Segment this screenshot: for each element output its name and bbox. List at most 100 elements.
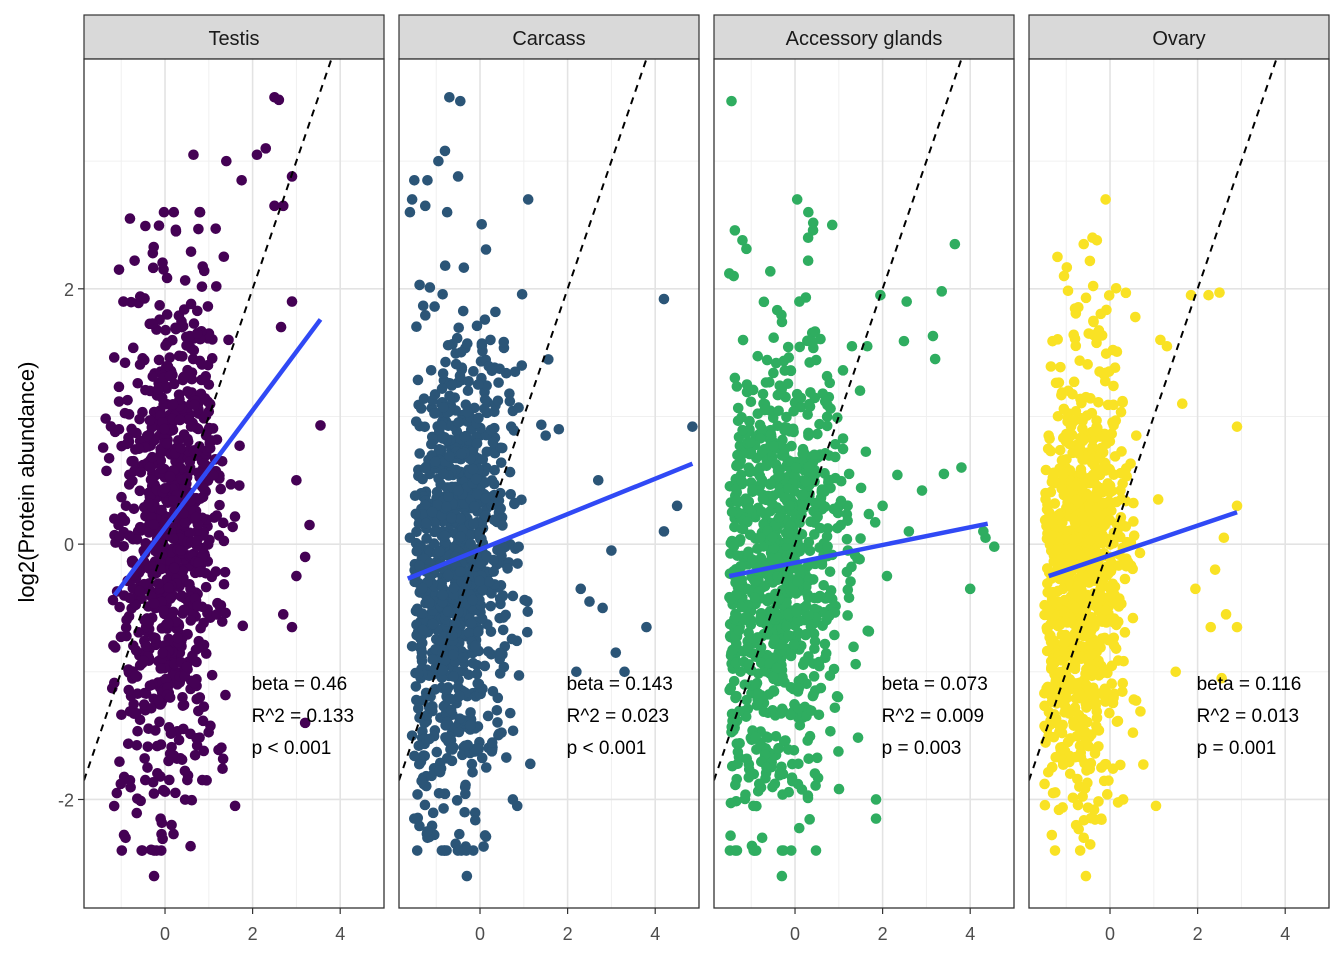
scatter-point (1108, 692, 1119, 704)
scatter-point (437, 432, 449, 444)
scatter-point (191, 328, 203, 339)
scatter-point (773, 552, 785, 563)
scatter-point (1134, 547, 1146, 559)
scatter-point (119, 357, 131, 369)
scatter-point (829, 451, 841, 463)
scatter-point (143, 527, 155, 538)
scatter-point (787, 775, 798, 787)
scatter-point (461, 406, 473, 418)
scatter-point (441, 684, 453, 695)
scatter-point (1097, 667, 1108, 679)
scatter-point (481, 550, 492, 562)
x-tick-label: 4 (1280, 924, 1290, 944)
scatter-point (1042, 499, 1053, 510)
scatter-point (412, 789, 423, 800)
scatter-point (773, 593, 785, 604)
scatter-point (447, 741, 459, 753)
scatter-point (489, 464, 500, 476)
scatter-point (1108, 399, 1119, 411)
scatter-point (439, 655, 451, 666)
data-layer (84, 59, 333, 882)
scatter-point (1119, 627, 1131, 638)
scatter-point (234, 480, 245, 491)
scatter-point (1091, 720, 1102, 732)
scatter-point (483, 646, 494, 657)
scatter-point (485, 334, 496, 346)
scatter-point (771, 610, 782, 622)
scatter-point (464, 719, 476, 731)
scatter-point (176, 754, 188, 765)
scatter-point (217, 753, 229, 765)
scatter-point (207, 470, 219, 481)
scatter-point (862, 625, 874, 637)
scatter-point (793, 822, 805, 834)
scatter-point (460, 788, 471, 800)
scatter-point (299, 551, 311, 563)
scatter-point (511, 800, 523, 812)
scatter-point (454, 713, 466, 724)
scatter-point (116, 709, 127, 721)
scatter-point (1231, 500, 1243, 512)
scatter-point (451, 795, 463, 806)
scatter-point (189, 750, 201, 761)
scatter-point (189, 677, 200, 689)
scatter-point (787, 423, 799, 435)
scatter-point (1094, 510, 1106, 521)
scatter-point (123, 684, 135, 696)
scatter-point (1069, 627, 1081, 639)
scatter-point (509, 366, 521, 378)
scatter-point (619, 666, 630, 678)
scatter-point (175, 591, 187, 602)
scatter-point (1104, 707, 1115, 719)
scatter-point (512, 558, 523, 569)
scatter-point (793, 675, 805, 687)
scatter-point (446, 380, 458, 391)
scatter-point (768, 440, 779, 452)
scatter-point (1074, 781, 1085, 793)
scatter-point (1117, 677, 1129, 689)
scatter-point (426, 770, 437, 782)
scatter-point (105, 421, 117, 432)
scatter-point (140, 384, 151, 396)
scatter-point (1048, 657, 1060, 669)
scatter-point (803, 536, 815, 548)
scatter-point (470, 473, 482, 485)
facet-strip (398, 14, 700, 60)
scatter-point (802, 792, 814, 804)
scatter-point (730, 657, 742, 669)
scatter-point (188, 318, 200, 329)
scatter-point (1084, 255, 1096, 267)
scatter-point (1092, 422, 1103, 434)
scatter-point (1170, 666, 1182, 678)
scatter-point (1105, 565, 1117, 577)
scatter-point (416, 655, 428, 667)
scatter-point (411, 845, 423, 856)
scatter-point (829, 629, 840, 641)
scatter-point (184, 456, 196, 468)
scatter-point (877, 500, 888, 512)
scatter-point (134, 485, 146, 497)
stat-annotation-r2: R^2 = 0.023 (567, 706, 669, 727)
scatter-point (146, 451, 158, 463)
scatter-point (498, 542, 509, 554)
scatter-point (1080, 698, 1092, 710)
scatter-point (1059, 646, 1070, 658)
scatter-point (1120, 287, 1132, 299)
scatter-point (1100, 194, 1111, 205)
scatter-point (251, 149, 263, 161)
scatter-point (413, 758, 425, 770)
scatter-point (748, 800, 759, 812)
scatter-point (1073, 448, 1084, 459)
scatter-point (833, 746, 844, 757)
scatter-point (411, 545, 423, 557)
scatter-point (729, 225, 741, 236)
scatter-point (441, 501, 453, 513)
scatter-point (1070, 602, 1082, 614)
scatter-point (725, 797, 737, 809)
scatter-point (192, 600, 203, 612)
scatter-point (194, 566, 206, 578)
scatter-point (204, 398, 216, 410)
scatter-point (860, 446, 872, 458)
scatter-point (1042, 443, 1054, 455)
scatter-point (747, 384, 759, 396)
